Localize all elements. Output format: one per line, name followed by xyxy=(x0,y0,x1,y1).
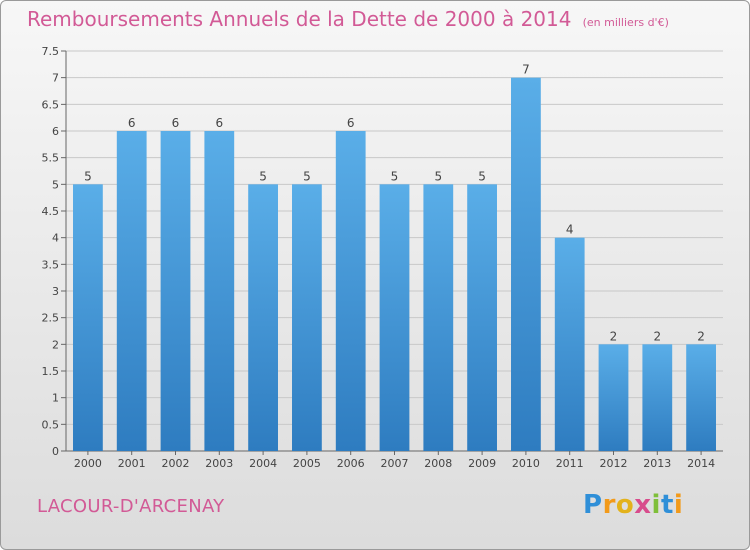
x-tick-label: 2002 xyxy=(162,457,190,470)
x-tick-label: 2006 xyxy=(337,457,365,470)
bar xyxy=(511,77,541,452)
chart-title: Remboursements Annuels de la Dette de 20… xyxy=(27,7,669,31)
data-label: 6 xyxy=(128,116,136,130)
bar xyxy=(686,344,716,451)
data-label: 6 xyxy=(172,116,180,130)
y-tick-label: 5 xyxy=(52,178,59,191)
x-tick-label: 2014 xyxy=(687,457,715,470)
bar xyxy=(73,184,103,452)
y-tick-label: 1 xyxy=(52,392,59,405)
y-tick-label: 4.5 xyxy=(42,205,60,218)
data-label: 5 xyxy=(434,169,442,183)
x-tick-label: 2011 xyxy=(556,457,584,470)
data-label: 4 xyxy=(566,223,574,237)
bars xyxy=(73,77,716,452)
bar xyxy=(160,131,191,451)
bar xyxy=(292,184,322,452)
bar xyxy=(642,344,673,451)
y-tick-label: 5.5 xyxy=(42,152,60,165)
proxiti-logo: Proxiti xyxy=(583,490,684,520)
y-tick-label: 3.5 xyxy=(42,258,60,271)
data-label: 5 xyxy=(391,169,399,183)
x-tick-label: 2007 xyxy=(381,457,409,470)
y-tick-label: 2.5 xyxy=(42,312,60,325)
bar xyxy=(598,344,629,451)
y-tick-label: 6.5 xyxy=(42,98,60,111)
x-tick-label: 2009 xyxy=(468,457,496,470)
data-label: 5 xyxy=(259,169,267,183)
x-tick-label: 2001 xyxy=(118,457,146,470)
bar xyxy=(554,237,585,451)
data-label: 6 xyxy=(347,116,355,130)
x-tick-label: 2010 xyxy=(512,457,540,470)
bar xyxy=(379,184,410,452)
data-label: 2 xyxy=(610,329,618,343)
labels: 0 0.5 1 1.5 2 2.5 3 3.5 4 4.5 5 5.5 6 6.5 7 7.5 5 2000 6 20… xyxy=(42,45,716,470)
y-tick-label: 2 xyxy=(52,338,59,351)
y-tick-label: 4 xyxy=(52,232,59,245)
bar xyxy=(335,131,366,451)
x-tick-label: 2013 xyxy=(643,457,671,470)
data-label: 5 xyxy=(478,169,486,183)
x-tick-label: 2008 xyxy=(424,457,452,470)
commune-name: LACOUR-D'ARCENAY xyxy=(37,496,225,517)
data-label: 2 xyxy=(697,329,705,343)
chart-unit: (en milliers d'€) xyxy=(582,16,669,29)
bar xyxy=(204,131,235,451)
y-tick-label: 7.5 xyxy=(42,45,60,58)
y-tick-label: 6 xyxy=(52,125,59,138)
bar xyxy=(467,184,497,452)
y-tick-label: 0 xyxy=(52,445,59,458)
data-label: 5 xyxy=(84,169,92,183)
bar xyxy=(248,184,278,452)
bar xyxy=(116,131,147,451)
y-tick-label: 1.5 xyxy=(42,365,60,378)
x-tick-label: 2005 xyxy=(293,457,321,470)
x-tick-label: 2000 xyxy=(74,457,102,470)
x-tick-label: 2003 xyxy=(205,457,233,470)
data-label: 5 xyxy=(303,169,311,183)
x-tick-label: 2012 xyxy=(600,457,628,470)
data-label: 2 xyxy=(653,329,661,343)
bar xyxy=(423,184,454,452)
data-label: 7 xyxy=(522,63,530,77)
data-label: 6 xyxy=(215,116,223,130)
y-tick-label: 7 xyxy=(52,72,59,85)
x-tick-label: 2004 xyxy=(249,457,277,470)
chart-title-text: Remboursements Annuels de la Dette de 20… xyxy=(27,7,572,31)
y-tick-label: 3 xyxy=(52,285,59,298)
y-tick-label: 0.5 xyxy=(42,418,60,431)
